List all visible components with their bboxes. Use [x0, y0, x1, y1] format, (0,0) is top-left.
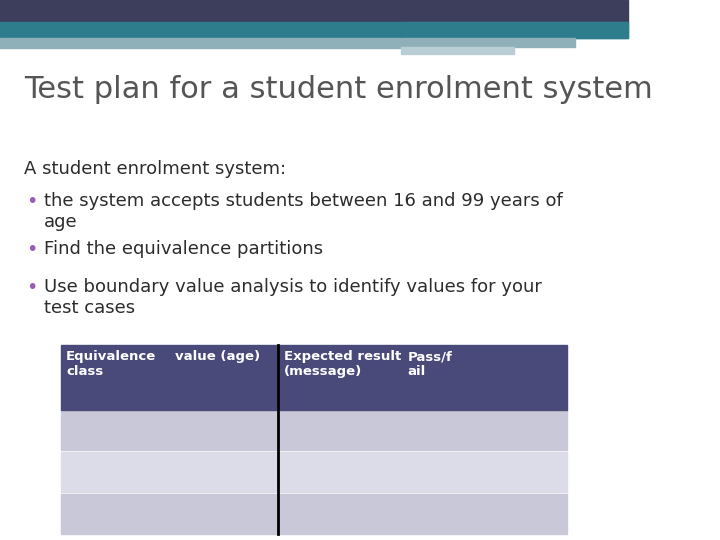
Text: Use boundary value analysis to identify values for your
test cases: Use boundary value analysis to identify …: [44, 278, 541, 317]
Text: Expected result
(message): Expected result (message): [284, 350, 401, 378]
Bar: [0, 38, 401, 48]
Text: •: •: [26, 240, 37, 259]
Text: •: •: [26, 278, 37, 297]
Bar: [401, 38, 575, 47]
Bar: [61, 410, 567, 450]
Text: Pass/f
ail: Pass/f ail: [408, 350, 452, 378]
Bar: [401, 47, 514, 54]
Bar: [61, 345, 567, 410]
Bar: [0, 22, 628, 38]
Bar: [0, 0, 628, 22]
Bar: [61, 494, 567, 534]
Text: the system accepts students between 16 and 99 years of
age: the system accepts students between 16 a…: [44, 192, 562, 231]
Bar: [401, 22, 628, 38]
Text: Find the equivalence partitions: Find the equivalence partitions: [44, 240, 323, 258]
Text: A student enrolment system:: A student enrolment system:: [24, 160, 287, 178]
Text: Test plan for a student enrolment system: Test plan for a student enrolment system: [24, 75, 653, 104]
Bar: [61, 452, 567, 492]
Text: Equivalence
class: Equivalence class: [66, 350, 156, 378]
Text: •: •: [26, 192, 37, 211]
Text: value (age): value (age): [175, 350, 260, 363]
